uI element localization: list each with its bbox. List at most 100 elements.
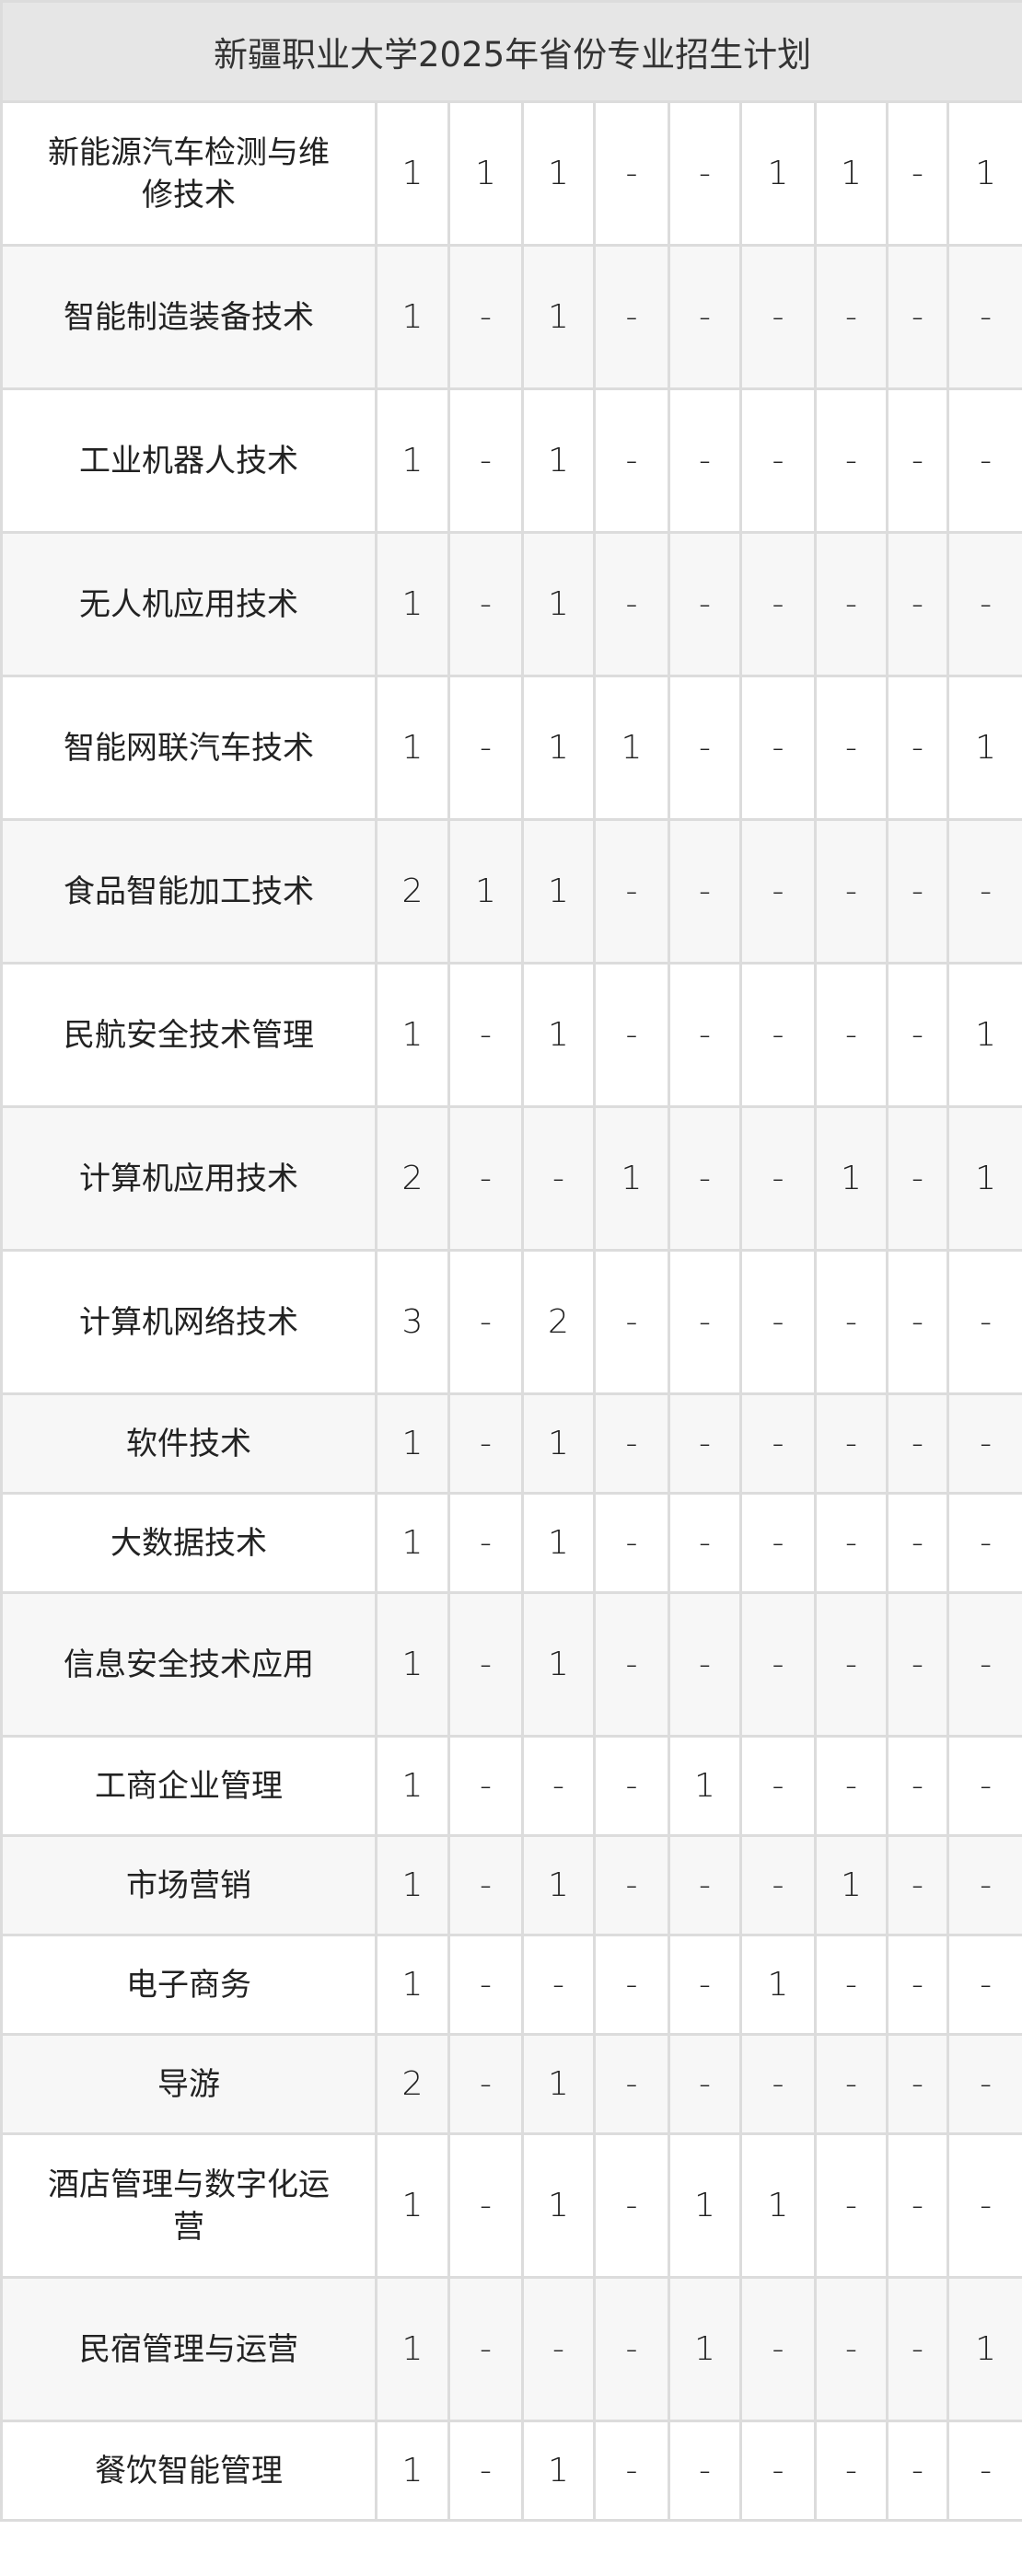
quota-cell: -: [739, 2033, 817, 2135]
quota-cell: 1: [521, 1834, 596, 1936]
table-row: 电子商务 1- - - -1- - -: [0, 1934, 1022, 2036]
table-row: 酒店管理与数字化运营 1-1-1 1- - -: [0, 2132, 1022, 2279]
quota-cell: -: [668, 387, 742, 534]
quota-cell: -: [886, 244, 949, 390]
quota-cell: -: [886, 100, 949, 247]
quota-cell: -: [593, 1834, 670, 1936]
table-row: 计算机网络技术 3-2- - - - - -: [0, 1249, 1022, 1395]
quota-cell: -: [668, 531, 742, 677]
quota-cell: -: [814, 2132, 888, 2279]
quota-cell: 1: [521, 1392, 596, 1495]
quota-cell: 1: [521, 387, 596, 534]
quota-cell: -: [946, 1492, 1022, 1594]
quota-cell: -: [886, 962, 949, 1108]
major-name: 信息安全技术应用: [0, 1591, 377, 1738]
quota-cell: 1: [375, 675, 450, 821]
quota-cell: -: [447, 962, 524, 1108]
quota-cell: -: [447, 1492, 524, 1594]
quota-cell: 1: [447, 100, 524, 247]
quota-cell: -: [447, 1392, 524, 1495]
quota-cell: 1: [593, 675, 670, 821]
quota-cell: 1: [375, 1934, 450, 2036]
quota-cell: -: [814, 1392, 888, 1495]
quota-cell: -: [668, 1834, 742, 1936]
quota-cell: -: [593, 2420, 670, 2522]
quota-cell: 1: [375, 100, 450, 247]
quota-cell: -: [946, 387, 1022, 534]
table-row: 无人机应用技术 1-1- - - - - -: [0, 531, 1022, 677]
quota-cell: 1: [739, 1934, 817, 2036]
quota-cell: -: [739, 1249, 817, 1395]
quota-cell: -: [447, 675, 524, 821]
quota-cell: -: [739, 818, 817, 965]
quota-cell: -: [668, 1934, 742, 2036]
quota-cell: -: [946, 2033, 1022, 2135]
major-name: 酒店管理与数字化运营: [0, 2132, 377, 2279]
quota-cell: 1: [946, 1105, 1022, 1252]
major-name: 食品智能加工技术: [0, 818, 377, 965]
table-row: 民宿管理与运营 1- - -1- - -1: [0, 2276, 1022, 2422]
quota-cell: 1: [521, 2132, 596, 2279]
quota-cell: -: [521, 1735, 596, 1837]
major-name: 计算机网络技术: [0, 1249, 377, 1395]
quota-cell: -: [946, 531, 1022, 677]
quota-cell: 1: [521, 962, 596, 1108]
major-name: 市场营销: [0, 1834, 377, 1936]
quota-cell: 1: [668, 1735, 742, 1837]
quota-cell: 2: [375, 2033, 450, 2135]
quota-cell: -: [886, 2420, 949, 2522]
quota-cell: -: [886, 387, 949, 534]
quota-cell: -: [447, 1591, 524, 1738]
quota-cell: 2: [375, 818, 450, 965]
quota-cell: -: [739, 531, 817, 677]
major-name: 智能制造装备技术: [0, 244, 377, 390]
table-row: 工商企业管理 1- - -1- - - -: [0, 1735, 1022, 1837]
quota-cell: 1: [375, 1834, 450, 1936]
quota-cell: 1: [521, 1492, 596, 1594]
major-name: 工业机器人技术: [0, 387, 377, 534]
quota-cell: 1: [739, 100, 817, 247]
quota-cell: -: [814, 1249, 888, 1395]
quota-cell: -: [593, 962, 670, 1108]
major-name: 民航安全技术管理: [0, 962, 377, 1108]
quota-cell: -: [886, 1591, 949, 1738]
quota-cell: -: [593, 818, 670, 965]
quota-cell: -: [946, 1834, 1022, 1936]
quota-cell: -: [739, 1105, 817, 1252]
quota-cell: 1: [375, 531, 450, 677]
quota-cell: -: [668, 100, 742, 247]
table-row: 民航安全技术管理 1-1- - - - -1: [0, 962, 1022, 1108]
quota-cell: 1: [946, 675, 1022, 821]
major-name: 软件技术: [0, 1392, 377, 1495]
quota-cell: -: [946, 1735, 1022, 1837]
quota-cell: -: [521, 1105, 596, 1252]
quota-cell: -: [886, 675, 949, 821]
quota-cell: -: [447, 531, 524, 677]
quota-cell: 1: [668, 2276, 742, 2422]
table-row: 大数据技术 1-1- - - - - -: [0, 1492, 1022, 1594]
quota-cell: -: [447, 1735, 524, 1837]
table-row: 餐饮智能管理 1-1- - - - - -: [0, 2420, 1022, 2522]
quota-cell: -: [886, 1249, 949, 1395]
major-name: 智能网联汽车技术: [0, 675, 377, 821]
quota-cell: -: [886, 2276, 949, 2422]
major-name: 新能源汽车检测与维修技术: [0, 100, 377, 247]
table-row: 工业机器人技术 1-1- - - - - -: [0, 387, 1022, 534]
quota-cell: -: [886, 2033, 949, 2135]
quota-cell: 1: [946, 100, 1022, 247]
quota-cell: -: [886, 531, 949, 677]
quota-cell: 1: [375, 2276, 450, 2422]
table-row: 计算机应用技术 2- -1- -1-1: [0, 1105, 1022, 1252]
quota-cell: 3: [375, 1249, 450, 1395]
quota-cell: 1: [521, 531, 596, 677]
quota-cell: 1: [946, 962, 1022, 1108]
table-row: 新能源汽车检测与维修技术 1 1 1- -1 1-1: [0, 100, 1022, 247]
quota-cell: 1: [375, 387, 450, 534]
quota-cell: -: [814, 1591, 888, 1738]
quota-cell: 1: [521, 100, 596, 247]
quota-cell: 1: [668, 2132, 742, 2279]
quota-cell: -: [447, 244, 524, 390]
enrollment-plan-table: 新疆职业大学2025年省份专业招生计划 新能源汽车检测与维修技术 1 1 1- -1 1-…: [0, 0, 1022, 2522]
quota-cell: -: [593, 2033, 670, 2135]
quota-cell: -: [814, 387, 888, 534]
